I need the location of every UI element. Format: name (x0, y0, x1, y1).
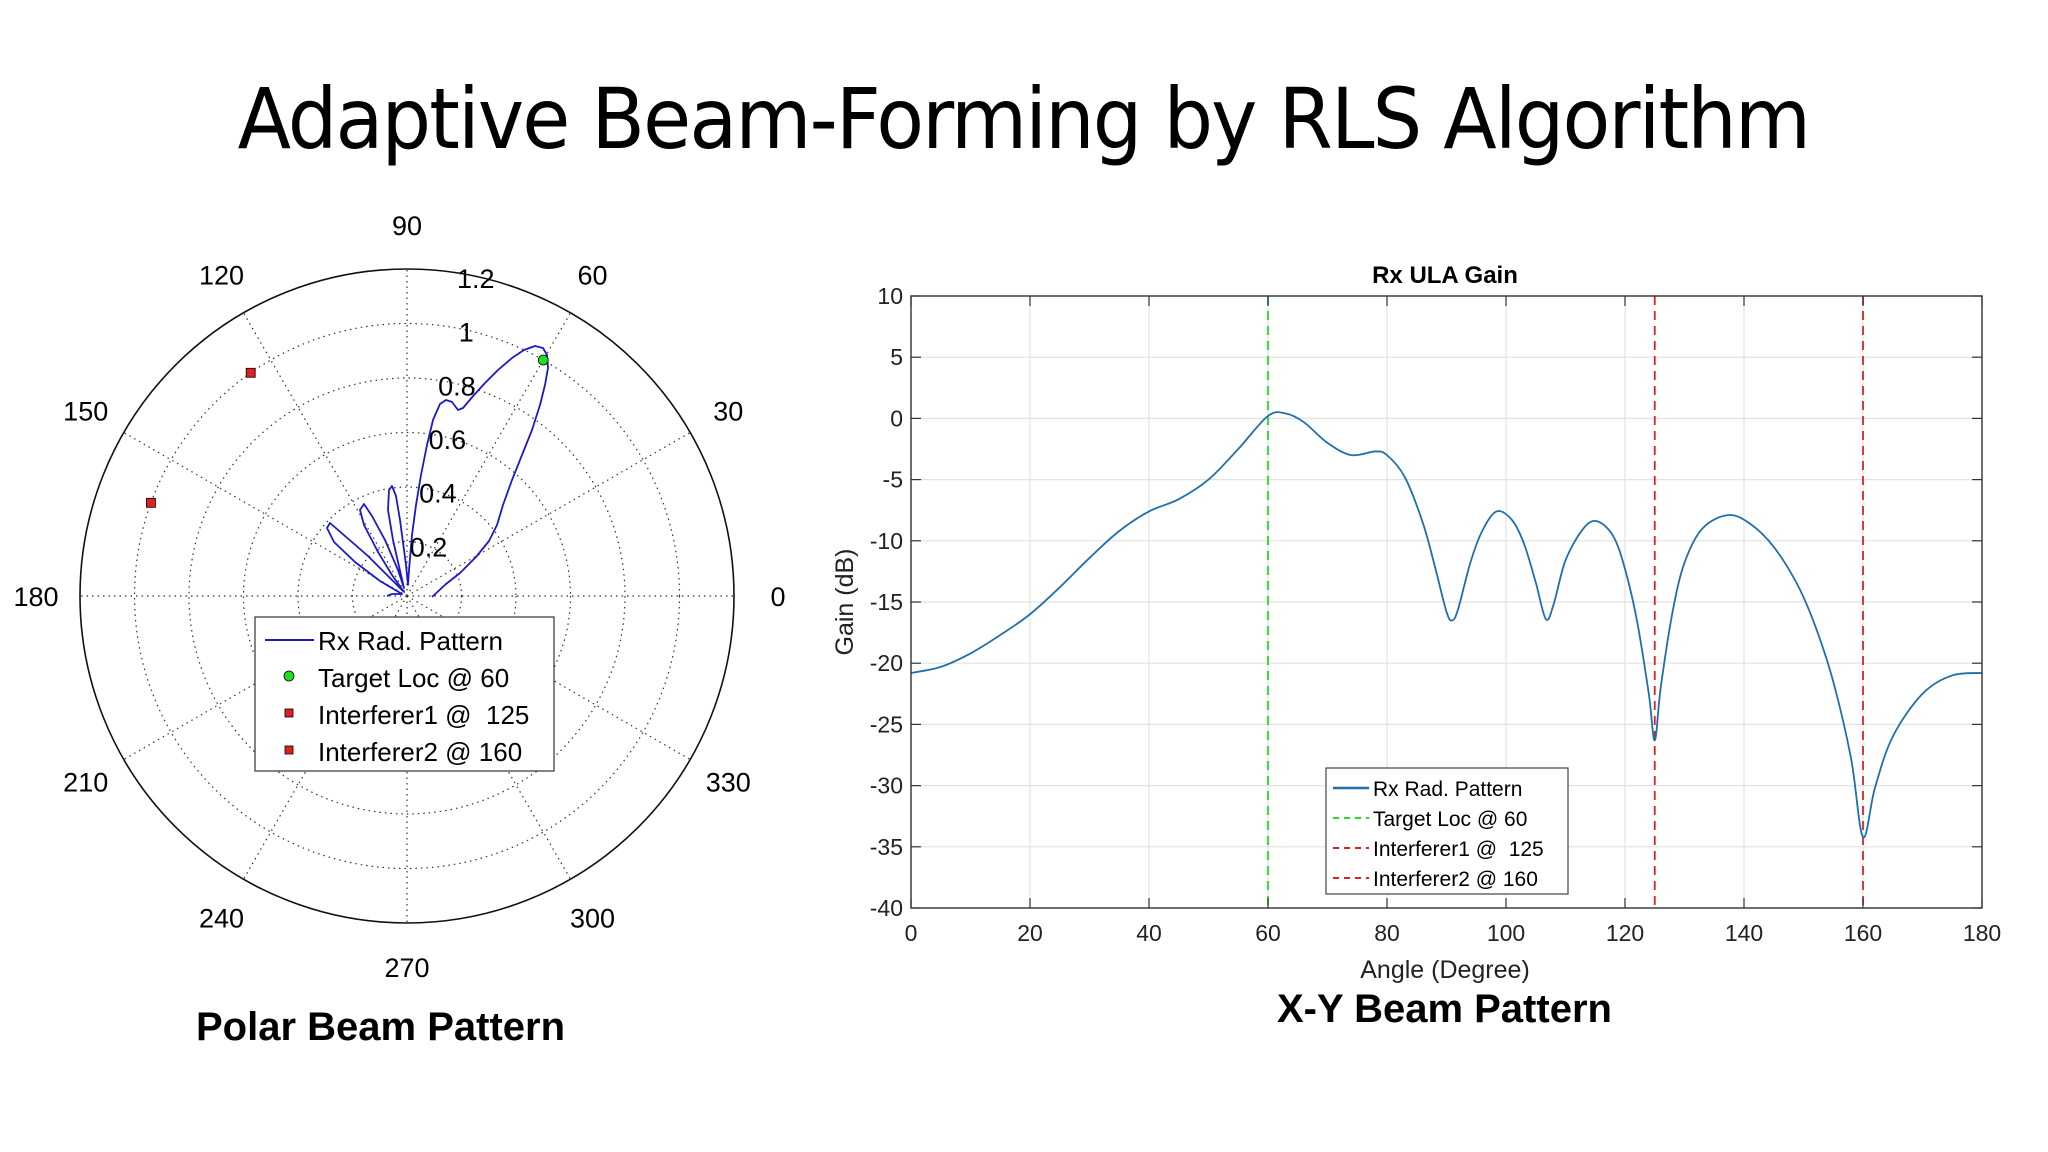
xy-xtick-label: 0 (905, 920, 918, 946)
polar-legend-entry: Interferer2 @ 160 (318, 737, 522, 767)
xy-legend-entry: Target Loc @ 60 (1373, 808, 1527, 831)
interferer-marker-icon (146, 497, 156, 508)
polar-caption: Polar Beam Pattern (196, 1005, 566, 1049)
polar-legend: Rx Rad. Pattern Target Loc @ 60 Interfer… (254, 616, 555, 772)
legend-interferer2-square-icon (284, 745, 294, 755)
polar-angle-label: 120 (199, 261, 244, 291)
polar-radial-label: 1 (459, 318, 474, 348)
polar-radial-label: 0.2 (410, 532, 448, 562)
polar-angle-labels: 0 30 60 90 120 150 180 210 240 270 300 330 (13, 211, 785, 983)
polar-angle-label: 240 (199, 903, 244, 933)
xy-ytick-label: -40 (870, 895, 903, 921)
xy-legend: Rx Rad. Pattern Target Loc @ 60 Interfer… (1325, 767, 1569, 895)
polar-ring (188, 377, 626, 815)
xy-ytick-label: -30 (870, 773, 903, 799)
xy-xtick-label: 20 (1017, 920, 1043, 946)
xy-xtick-label: 60 (1255, 920, 1281, 946)
polar-angle-label: 0 (770, 582, 785, 612)
polar-ring (351, 540, 463, 652)
polar-legend-entry: Target Loc @ 60 (318, 663, 509, 693)
xy-ytick-label: -25 (870, 711, 903, 737)
polar-angle-label: 150 (63, 397, 108, 427)
polar-angle-label: 60 (577, 261, 607, 291)
polar-angle-label: 210 (63, 768, 108, 798)
legend-target-circle-icon (283, 670, 295, 682)
polar-ring (242, 431, 572, 761)
xy-xtick-label: 100 (1487, 920, 1525, 946)
polar-spoke (242, 312, 408, 597)
xy-legend-entry: Rx Rad. Pattern (1373, 778, 1522, 801)
xy-xtick-label: 40 (1136, 920, 1162, 946)
xy-ytick-label: -5 (883, 467, 903, 493)
xy-legend-entry: Interferer1 @ 125 (1373, 838, 1544, 861)
xy-xlabel: Angle (Degree) (1360, 956, 1530, 984)
polar-radial-label: 1.2 (457, 264, 495, 294)
xy-caption: X-Y Beam Pattern (1277, 987, 1612, 1031)
xy-ytick-label: -15 (870, 589, 903, 615)
xy-ytick-label: 5 (890, 344, 903, 370)
polar-legend-entry: Interferer1 @ 125 (318, 700, 529, 730)
polar-radial-label: 0.4 (419, 479, 457, 509)
xy-xtick-label: 140 (1725, 920, 1763, 946)
polar-angle-label: 270 (384, 953, 429, 983)
xy-xtick-label: 120 (1606, 920, 1644, 946)
polar-angle-label: 300 (570, 903, 615, 933)
xy-ytick-label: -20 (870, 650, 903, 676)
polar-angle-label: 90 (392, 211, 422, 241)
slide-title: Adaptive Beam-Forming by RLS Algorithm (237, 70, 1811, 168)
polar-ring (133, 322, 681, 870)
xy-ytick-label: -35 (870, 834, 903, 860)
polar-curve (326, 345, 549, 598)
xy-xtick-label: 180 (1963, 920, 2001, 946)
xy-ytick-label: 0 (890, 405, 903, 431)
polar-ring (79, 268, 735, 924)
xy-legend-entry: Interferer2 @ 160 (1373, 868, 1538, 891)
polar-angle-label: 180 (13, 582, 58, 612)
xy-chart: Rx ULA Gain 0 20 40 60 80 100 120 140 160 1801050… (831, 262, 2001, 984)
polar-spoke (123, 431, 408, 597)
xy-xtick-label: 160 (1844, 920, 1882, 946)
polar-radial-label: 0.6 (429, 425, 467, 455)
polar-grid (79, 268, 735, 924)
interferer-marker-icon (245, 367, 256, 378)
xy-chart-title: Rx ULA Gain (1372, 262, 1518, 289)
polar-angle-label: 30 (713, 397, 743, 427)
xy-xtick-label: 80 (1374, 920, 1400, 946)
polar-radial-labels: 0.2 0.4 0.6 0.8 1 1.2 (410, 264, 495, 562)
xy-vlines (1267, 296, 1864, 908)
xy-curve (910, 411, 1983, 838)
xy-ylabel: Gain (dB) (831, 549, 859, 656)
target-marker-icon (537, 354, 549, 366)
xy-ytick-label: 10 (877, 283, 903, 309)
xy-ytick-label: -10 (870, 528, 903, 554)
polar-radial-label: 0.8 (438, 371, 476, 401)
polar-legend-entry: Rx Rad. Pattern (318, 626, 503, 656)
legend-interferer1-square-icon (284, 708, 294, 718)
xy-ticks: 0 20 40 60 80 100 120 140 160 180 10 5 0 -5 -10 -15 -20 -… (870, 283, 2001, 946)
polar-angle-label: 330 (706, 768, 751, 798)
polar-markers (146, 354, 549, 508)
